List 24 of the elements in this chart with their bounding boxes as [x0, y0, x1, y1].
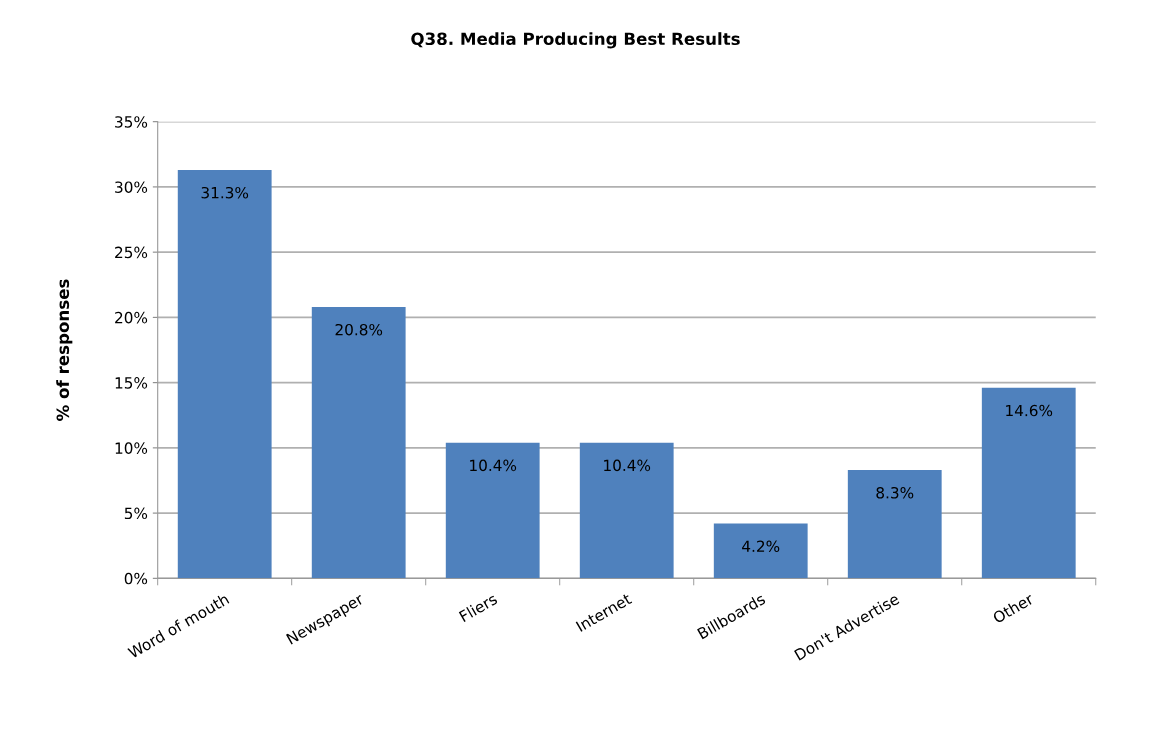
y-tick-label: 20% [115, 311, 148, 324]
bar [311, 306, 406, 579]
data-label: 14.6% [1006, 404, 1053, 417]
y-axis-title: % of responses [56, 279, 73, 421]
data-label: 20.8% [335, 323, 383, 336]
bar [713, 523, 808, 579]
y-tick-label: 35% [115, 116, 148, 128]
data-label: 10.4% [470, 459, 517, 472]
bar [445, 442, 540, 579]
bar [847, 470, 942, 579]
chart-title: Q38. Media Producing Best Results [411, 32, 740, 49]
bar [981, 387, 1076, 579]
data-label: 4.2% [742, 540, 780, 553]
data-label: 8.3% [876, 486, 914, 499]
y-tick-label: 0% [124, 572, 148, 585]
y-tick-label: 15% [115, 377, 148, 389]
bar [579, 442, 674, 579]
y-tick-label: 5% [124, 507, 148, 520]
bar [177, 169, 272, 579]
y-tick-label: 25% [115, 246, 148, 259]
data-label: 31.3% [201, 186, 249, 199]
data-label: 10.4% [604, 459, 651, 472]
y-tick-label: 10% [115, 442, 148, 454]
y-tick-label: 30% [115, 181, 148, 193]
